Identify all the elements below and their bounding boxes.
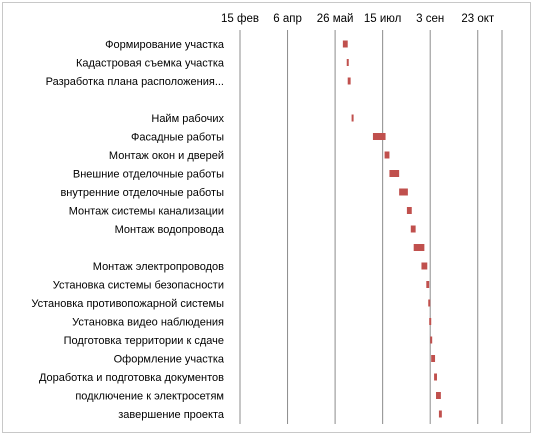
x-tick-label: 6 апр [273, 13, 302, 25]
task-bar [410, 225, 416, 233]
chart-frame [2, 2, 531, 433]
x-tick-label: 3 сен [416, 13, 444, 25]
category-label: Монтаж водопровода [115, 224, 225, 236]
task-bar [438, 410, 442, 418]
x-tick-label: 15 июл [364, 13, 402, 25]
task-bars [342, 40, 442, 418]
category-label: Внешние отделочные работы [73, 169, 224, 181]
category-label: Монтаж электропроводов [93, 261, 224, 273]
category-label: Формирование участка [105, 39, 225, 51]
category-label: Подготовка территории к сдаче [64, 335, 224, 347]
task-bar [342, 40, 348, 48]
task-bar [372, 133, 386, 140]
task-bar [413, 244, 425, 251]
task-bar [346, 59, 349, 66]
task-bar [430, 336, 433, 344]
category-label: Монтаж системы канализации [69, 206, 224, 218]
task-bar [431, 355, 436, 362]
task-bar [428, 299, 431, 307]
x-axis-tick-labels: 15 фев 6 апр 26 май 15 июл 3 сен 23 окт [221, 13, 495, 25]
task-bar [406, 207, 412, 214]
category-label: Найм рабочих [151, 113, 224, 125]
task-bar [351, 114, 354, 122]
category-label: Кадастровая съемка участка [76, 58, 225, 70]
task-bar [429, 318, 432, 325]
task-bar [421, 262, 428, 270]
task-bar [436, 392, 441, 399]
category-label: Установка противопожарной системы [31, 298, 224, 310]
x-tick-label: 26 май [317, 13, 354, 25]
task-bar [384, 151, 390, 159]
category-label: Установка системы безопасности [53, 280, 224, 292]
x-tick-label: 23 окт [461, 13, 495, 25]
category-label: Фасадные работы [131, 132, 224, 144]
category-label: подключение к электросетям [75, 391, 224, 403]
category-label: Монтаж окон и дверей [109, 150, 224, 162]
category-label: Разработка плана расположения... [46, 76, 224, 88]
x-tick-label: 15 фев [221, 13, 259, 25]
task-bar [399, 188, 408, 196]
task-bar [434, 373, 437, 381]
task-bar [389, 170, 400, 177]
category-label: завершение проекта [118, 409, 225, 421]
category-label: внутренние отделочные работы [60, 187, 224, 199]
category-label: Оформление участка [114, 354, 225, 366]
category-label: Доработка и подготовка документов [39, 372, 224, 384]
category-label: Установка видео наблюдения [72, 317, 224, 329]
grid-lines [239, 30, 503, 424]
task-bar [426, 281, 430, 288]
category-labels: Формирование участка Кадастровая съемка у… [31, 39, 224, 421]
task-bar [347, 77, 351, 85]
